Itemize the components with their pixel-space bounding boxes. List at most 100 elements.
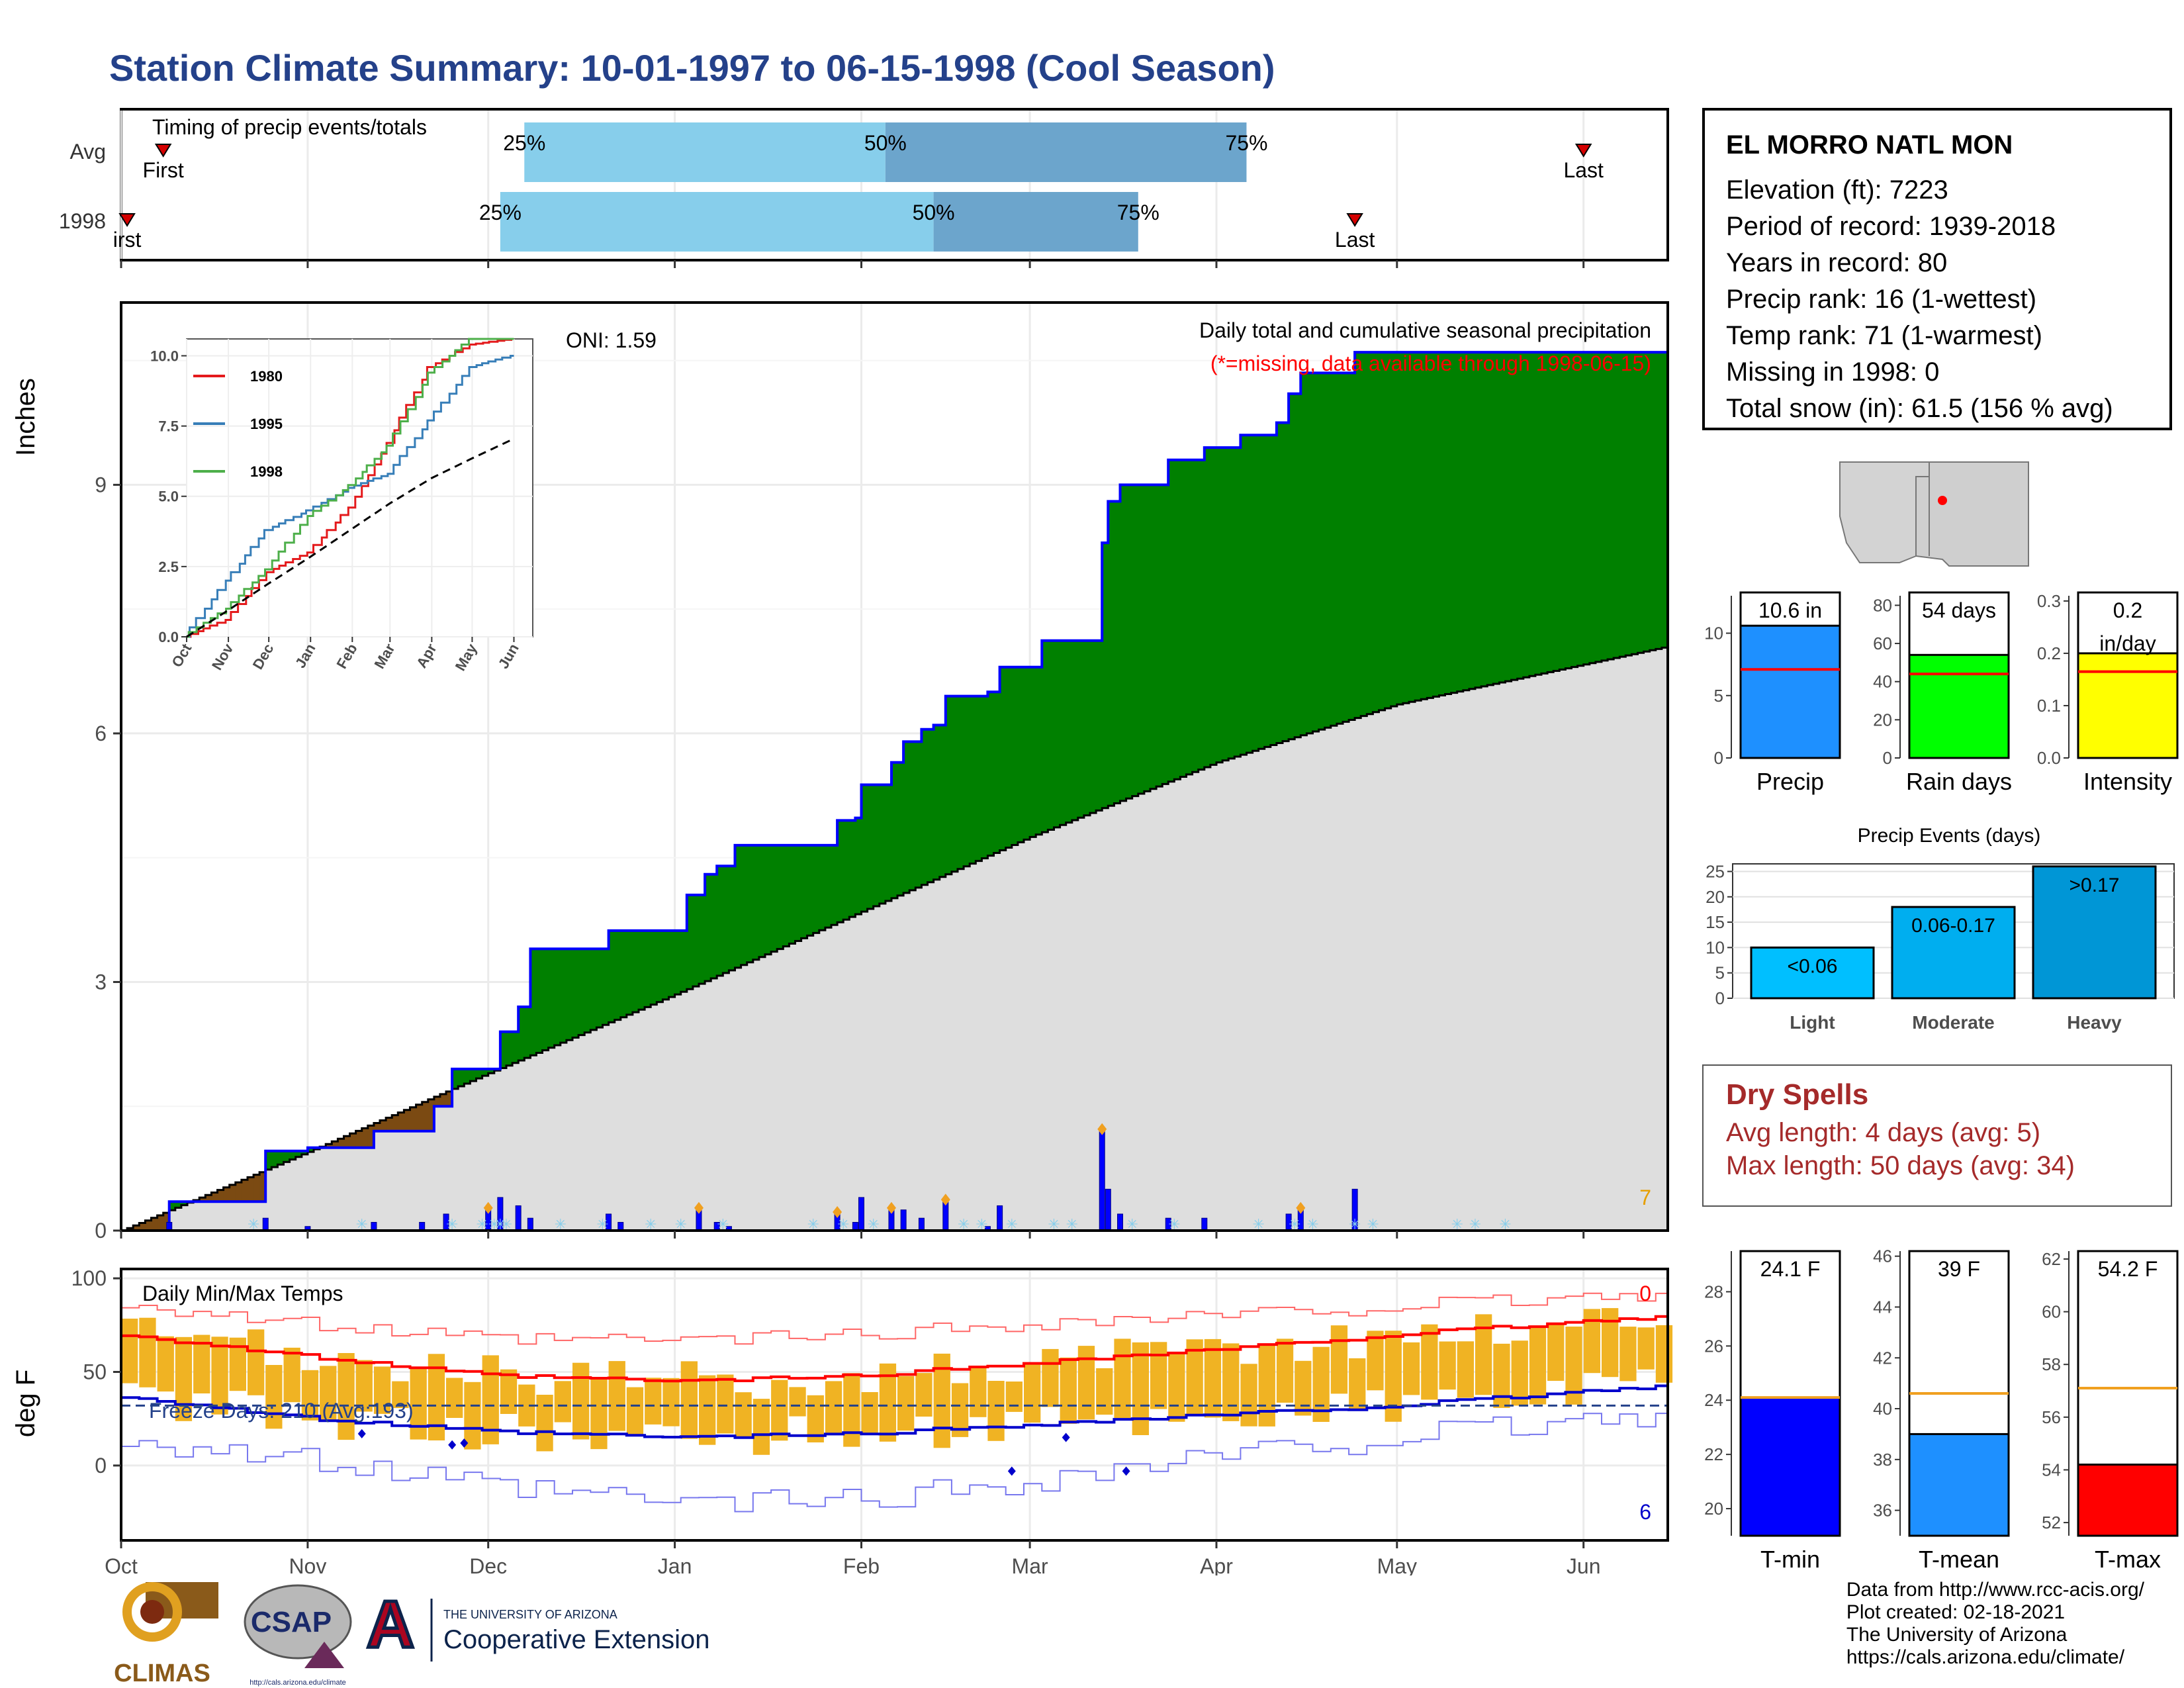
daily-temp-range-bar xyxy=(626,1387,644,1435)
snow-marker-icon xyxy=(940,1194,950,1206)
surplus-segment xyxy=(1240,435,1248,755)
mini-y-tick-label: 20 xyxy=(1704,1499,1723,1519)
surplus-segment xyxy=(1234,447,1241,757)
ua-big-text: Cooperative Extension xyxy=(443,1625,709,1654)
daily-temp-range-bar xyxy=(1637,1327,1655,1370)
temp-top-count: 0 xyxy=(1639,1282,1651,1305)
surplus-segment xyxy=(1066,640,1073,823)
deficit-segment xyxy=(343,1136,351,1148)
daily-temp-range-bar xyxy=(1258,1345,1275,1427)
inset-legend-label: 1998 xyxy=(250,463,283,480)
surplus-segment xyxy=(1258,435,1265,749)
daily-temp-range-bar xyxy=(500,1369,518,1414)
surplus-segment xyxy=(777,845,784,949)
surplus-segment xyxy=(735,845,742,968)
surplus-segment xyxy=(674,930,682,995)
daily-temp-range-bar xyxy=(861,1392,878,1435)
snow-marker-icon xyxy=(833,1205,842,1218)
deficit-segment xyxy=(235,1182,242,1202)
inset-y-tick-label: 10.0 xyxy=(150,348,179,364)
snowflake-icon: ✳ xyxy=(837,1216,849,1233)
precip-events-chart: Precip Events (days) 0 5 10 15 20 25 <0.06 Ligh… xyxy=(1706,825,2175,1033)
deficit-segment xyxy=(380,1120,387,1131)
daily-temp-range-bar xyxy=(301,1370,319,1421)
surplus-segment xyxy=(970,696,976,864)
temp-bottom-count: 6 xyxy=(1639,1500,1651,1524)
surplus-segment xyxy=(1565,352,1572,669)
daily-temp-range-bar xyxy=(1042,1348,1059,1407)
surplus-segment xyxy=(1024,667,1030,840)
deficit-segment xyxy=(326,1144,332,1148)
surplus-segment xyxy=(1036,667,1042,835)
surplus-segment xyxy=(500,1031,507,1068)
surplus-segment xyxy=(885,784,892,901)
events-title: Precip Events (days) xyxy=(1858,825,2041,847)
mini-y-tick-label: 26 xyxy=(1704,1336,1723,1356)
y-tick-label: 9 xyxy=(95,473,107,496)
daily-temp-range-bar xyxy=(1024,1363,1041,1423)
temp-summary-bars: 20 22 24 26 28 24.1 F T-min 36 38 40 42 44 46 39 F T-m… xyxy=(1704,1246,2179,1573)
surplus-segment xyxy=(1571,352,1578,667)
surplus-segment xyxy=(482,1068,489,1076)
deficit-segment xyxy=(145,1220,152,1231)
events-bar-label: 0.06-0.17 xyxy=(1911,915,1995,937)
mini-y-tick-label: 0.1 xyxy=(2037,696,2061,716)
daily-precip-bar xyxy=(1099,1131,1105,1231)
surplus-segment xyxy=(488,1068,495,1074)
surplus-segment xyxy=(741,845,748,965)
events-category-label: Light xyxy=(1790,1012,1835,1033)
daily-temp-range-bar xyxy=(1619,1327,1637,1382)
surplus-segment xyxy=(1373,352,1380,712)
temp-x-tick-label: Jun xyxy=(1567,1554,1601,1575)
deficit-segment xyxy=(367,1125,375,1148)
events-y-tick-label: 15 xyxy=(1706,912,1725,932)
surplus-segment xyxy=(1457,352,1464,692)
surplus-segment xyxy=(1162,485,1169,784)
surplus-segment xyxy=(602,949,610,1025)
y-tick-label: 6 xyxy=(95,722,107,745)
snowflake-icon: ✳ xyxy=(1306,1216,1318,1233)
ua-logo: A THE UNIVERSITY OF ARIZONA Cooperative … xyxy=(365,1586,709,1664)
mini-y-tick-label: 56 xyxy=(2042,1407,2061,1427)
inset-y-tick-label: 5.0 xyxy=(158,489,179,505)
surplus-segment xyxy=(1017,667,1024,843)
average-min-line xyxy=(121,1384,1668,1439)
normal-cumulative-area xyxy=(121,646,1668,1231)
event-label: Last xyxy=(1563,158,1604,182)
quartile-bar-lower xyxy=(524,122,886,182)
deficit-segment xyxy=(433,1096,441,1107)
daily-precip-bar xyxy=(918,1217,925,1231)
surplus-segment xyxy=(1439,352,1446,696)
surplus-segment xyxy=(662,930,670,1000)
surplus-segment xyxy=(1649,352,1657,651)
quartile-label: 75% xyxy=(1225,131,1267,155)
quartile-label: 25% xyxy=(503,131,545,155)
daily-temp-range-bar xyxy=(355,1360,373,1412)
surplus-segment xyxy=(530,949,537,1056)
daily-temp-range-bar xyxy=(1204,1338,1222,1418)
precip-panel: ✳ ✳ ✳ ✳ ✳ ✳ ✳ ✳ ✳ ✳ ✳ ✳ ✳ ✳ ✳ ✳ ✳ ✳ ✳ ✳ ✳ ✳ ✳ ✳ ✳ ✳ ✳ ✳ ✳ ✳ 0 3 6 9 Inch… xyxy=(11,301,1669,1243)
quartile-label: 50% xyxy=(913,201,955,224)
surplus-segment xyxy=(927,729,934,882)
record-low-marker-icon xyxy=(1062,1432,1070,1442)
surplus-segment xyxy=(1276,422,1283,743)
temp-y-tick-label: 100 xyxy=(71,1266,107,1290)
surplus-segment xyxy=(626,930,633,1015)
daily-temp-range-bar xyxy=(139,1317,156,1387)
surplus-segment xyxy=(668,930,676,998)
event-marker-icon xyxy=(118,213,136,227)
deficit-segment xyxy=(133,1225,140,1231)
surplus-segment xyxy=(1625,352,1632,656)
dry-spells-avg: Avg length: 4 days (avg: 5) xyxy=(1726,1118,2041,1147)
y-tick-label: 0 xyxy=(95,1219,107,1243)
surplus-segment xyxy=(861,784,868,912)
temp-x-tick-label: Jan xyxy=(658,1554,692,1575)
snowflake-icon: ✳ xyxy=(976,1216,987,1233)
surplus-segment xyxy=(645,930,651,1008)
mini-y-tick-label: 52 xyxy=(2042,1513,2061,1532)
snowflake-icon: ✳ xyxy=(717,1216,729,1233)
events-category-label: Heavy xyxy=(2067,1012,2122,1033)
deficit-segment xyxy=(248,1177,254,1202)
mini-y-tick-label: 0.0 xyxy=(2037,748,2061,768)
mini-y-tick-label: 46 xyxy=(1873,1246,1892,1266)
